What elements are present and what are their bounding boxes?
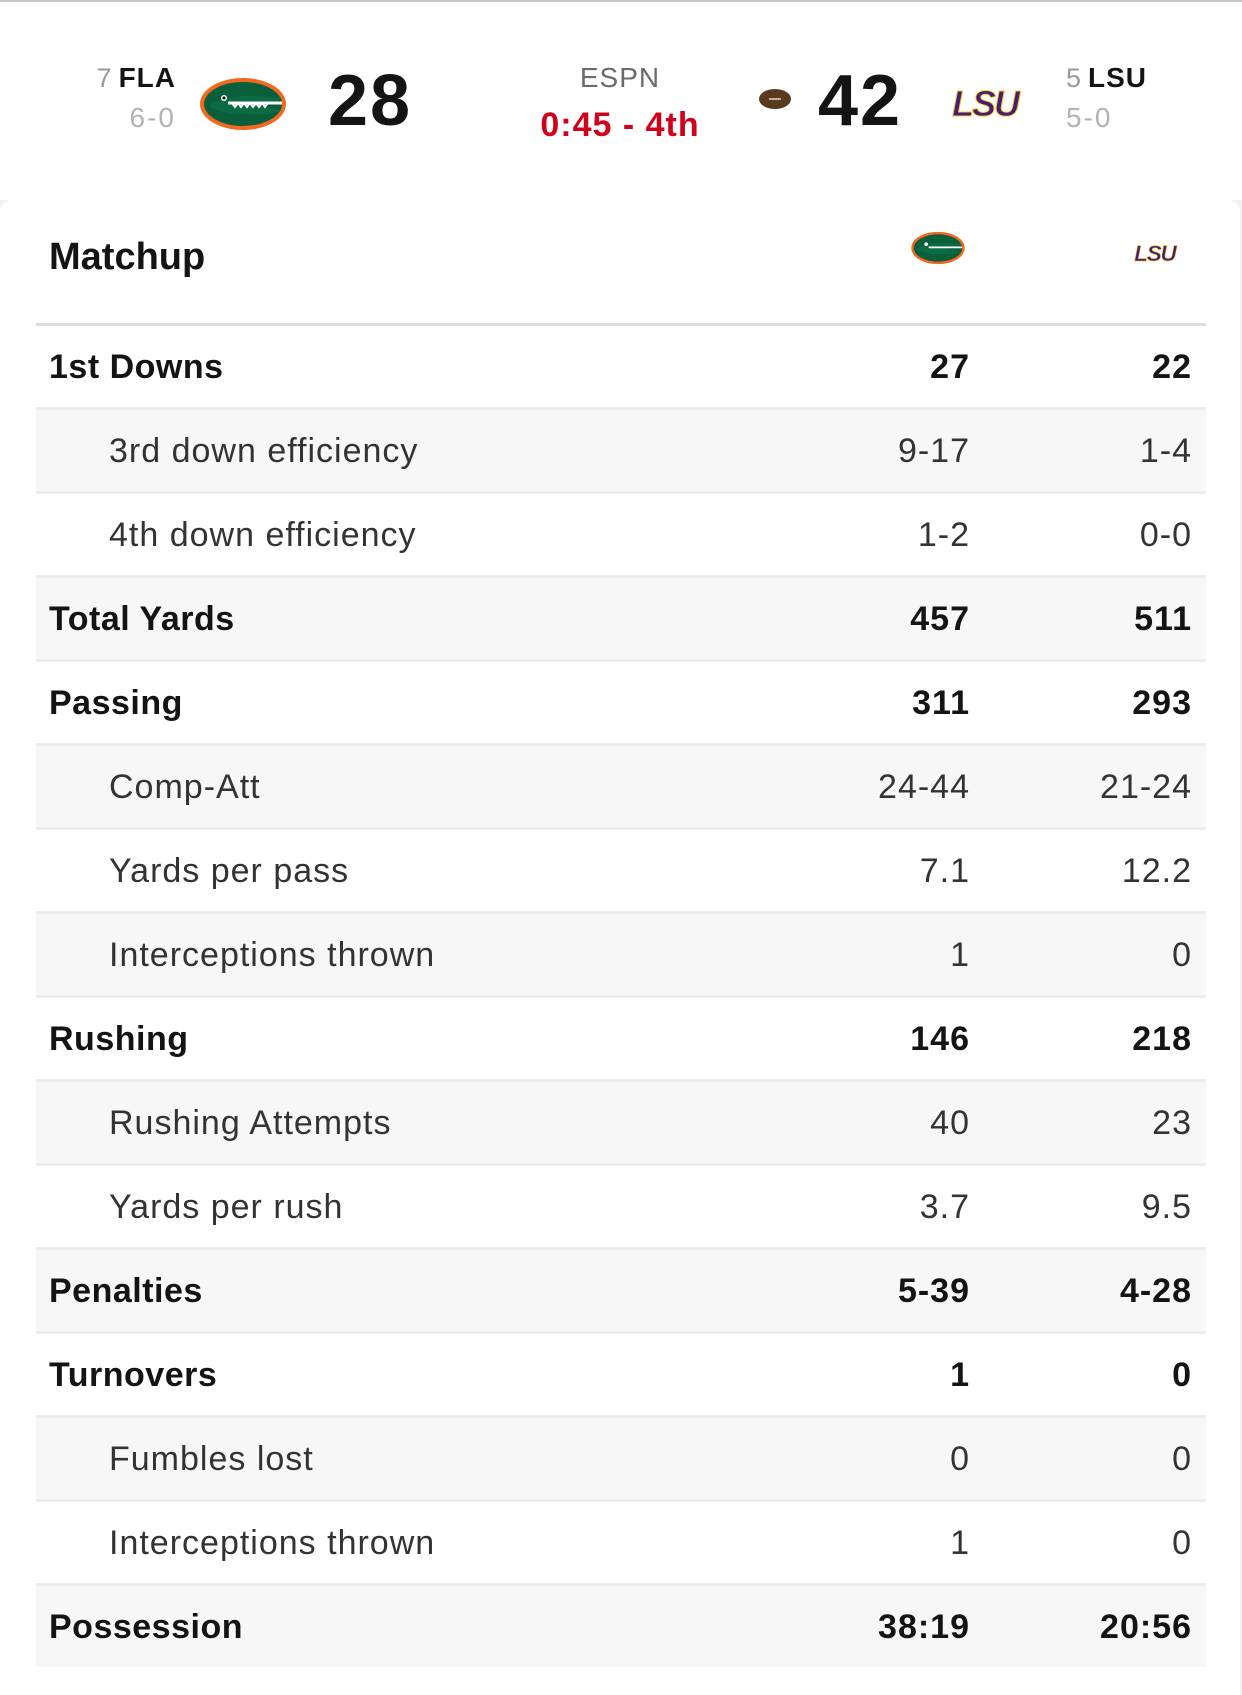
away-rank: 7 <box>96 63 113 93</box>
stat-row: Interceptions thrown 1 0 <box>36 1502 1206 1586</box>
stat-label: Rushing <box>49 1020 189 1058</box>
home-stat-value: 20:56 <box>1100 1608 1192 1646</box>
stat-label: Yards per pass <box>109 852 350 890</box>
away-stat-value: 24-44 <box>878 768 970 806</box>
stat-row: Penalties 5-39 4-28 <box>36 1250 1206 1334</box>
away-stat-value: 146 <box>910 1020 970 1058</box>
stat-row: 1st Downs 27 22 <box>36 326 1206 410</box>
table-header-divider <box>36 323 1206 326</box>
stat-row: Passing 311 293 <box>36 662 1206 746</box>
home-stat-value: 0 <box>1172 1524 1192 1562</box>
stat-label: Total Yards <box>49 600 235 638</box>
away-stat-value: 457 <box>910 600 970 638</box>
stat-row: Interceptions thrown 1 0 <box>36 914 1206 998</box>
home-stat-value: 0 <box>1172 1356 1192 1394</box>
stat-label: Interceptions thrown <box>109 936 436 974</box>
home-stat-value: 4-28 <box>1119 1272 1192 1310</box>
home-abbr: LSU <box>1088 62 1148 93</box>
stat-label: Yards per rush <box>109 1188 344 1226</box>
svg-text:LSU: LSU <box>1134 242 1177 264</box>
scoreboard-header[interactable]: 7 FLA 6-0 28 ESPN 0:45 - 4th 42 LSU 5 LSU <box>0 2 1242 200</box>
game-clock: 0:45 - 4th <box>540 106 700 144</box>
game-status: ESPN 0:45 - 4th <box>500 62 740 145</box>
stat-row: Possession 38:19 20:56 <box>36 1586 1206 1667</box>
home-score: 42 <box>818 61 903 141</box>
football-icon <box>758 88 792 115</box>
home-stat-value: 0 <box>1172 936 1192 974</box>
away-stat-value: 1 <box>950 936 970 974</box>
away-stat-value: 0 <box>950 1440 970 1478</box>
away-abbr: FLA <box>118 62 176 93</box>
away-team-info: 7 FLA 6-0 <box>88 62 176 134</box>
stat-row: Total Yards 457 511 <box>36 578 1206 662</box>
away-stat-value: 40 <box>930 1104 970 1142</box>
away-stat-value: 3.7 <box>919 1188 970 1226</box>
away-stat-value: 1 <box>950 1524 970 1562</box>
away-score: 28 <box>328 61 413 141</box>
home-stat-value: 218 <box>1132 1020 1192 1058</box>
home-record: 5-0 <box>1066 102 1113 133</box>
home-stat-value: 9.5 <box>1141 1188 1192 1226</box>
network-label: ESPN <box>579 62 661 93</box>
stat-row: 3rd down efficiency 9-17 1-4 <box>36 410 1206 494</box>
away-record: 6-0 <box>129 102 176 133</box>
stat-label: 1st Downs <box>49 348 224 386</box>
away-stat-value: 1-2 <box>917 516 970 554</box>
away-stat-value: 5-39 <box>897 1272 970 1310</box>
stat-label: Interceptions thrown <box>109 1524 436 1562</box>
gator-logo-icon <box>198 76 288 137</box>
stat-label: 3rd down efficiency <box>109 432 419 470</box>
svg-text:LSU: LSU <box>952 86 1021 120</box>
top-border <box>0 0 1242 2</box>
lsu-logo-icon: LSU <box>1133 241 1193 269</box>
away-stat-value: 7.1 <box>919 852 970 890</box>
stat-row: Yards per rush 3.7 9.5 <box>36 1166 1206 1250</box>
home-team-info: 5 LSU 5-0 <box>1066 62 1186 134</box>
stat-row: Turnovers 1 0 <box>36 1334 1206 1418</box>
stat-label: 4th down efficiency <box>109 516 417 554</box>
away-stat-value: 9-17 <box>897 432 970 470</box>
home-stat-value: 21-24 <box>1100 768 1192 806</box>
stat-row: Fumbles lost 0 0 <box>36 1418 1206 1502</box>
stat-row: 4th down efficiency 1-2 0-0 <box>36 494 1206 578</box>
home-stat-value: 0-0 <box>1139 516 1192 554</box>
lsu-logo-icon: LSU <box>950 83 1046 125</box>
stat-row: Rushing 146 218 <box>36 998 1206 1082</box>
away-stat-value: 1 <box>950 1356 970 1394</box>
home-rank: 5 <box>1066 63 1083 93</box>
home-stat-value: 12.2 <box>1121 852 1192 890</box>
home-stat-value: 0 <box>1172 1440 1192 1478</box>
home-stat-value: 511 <box>1134 600 1192 638</box>
stat-row: Rushing Attempts 40 23 <box>36 1082 1206 1166</box>
stat-label: Fumbles lost <box>109 1440 314 1478</box>
away-stat-value: 311 <box>912 684 970 722</box>
stat-label: Penalties <box>49 1272 203 1310</box>
stat-row: Yards per pass 7.1 12.2 <box>36 830 1206 914</box>
stat-row: Comp-Att 24-44 21-24 <box>36 746 1206 830</box>
stat-label: Rushing Attempts <box>109 1104 392 1142</box>
home-stat-value: 1-4 <box>1139 432 1192 470</box>
home-stat-value: 22 <box>1152 348 1192 386</box>
away-stat-value: 38:19 <box>878 1608 970 1646</box>
stat-label: Possession <box>49 1608 243 1646</box>
gator-logo-icon <box>910 230 966 271</box>
stat-label: Comp-Att <box>109 768 261 806</box>
matchup-title: Matchup <box>49 236 206 278</box>
home-stat-value: 293 <box>1132 684 1192 722</box>
stat-label: Passing <box>49 684 183 722</box>
stat-label: Turnovers <box>49 1356 218 1394</box>
away-stat-value: 27 <box>930 348 970 386</box>
matchup-card: Matchup LSU 1st Downs 27 22 3rd down effici… <box>0 200 1240 1695</box>
home-stat-value: 23 <box>1152 1104 1192 1142</box>
stats-table: 1st Downs 27 22 3rd down efficiency 9-17 1-4 4… <box>36 326 1206 1667</box>
